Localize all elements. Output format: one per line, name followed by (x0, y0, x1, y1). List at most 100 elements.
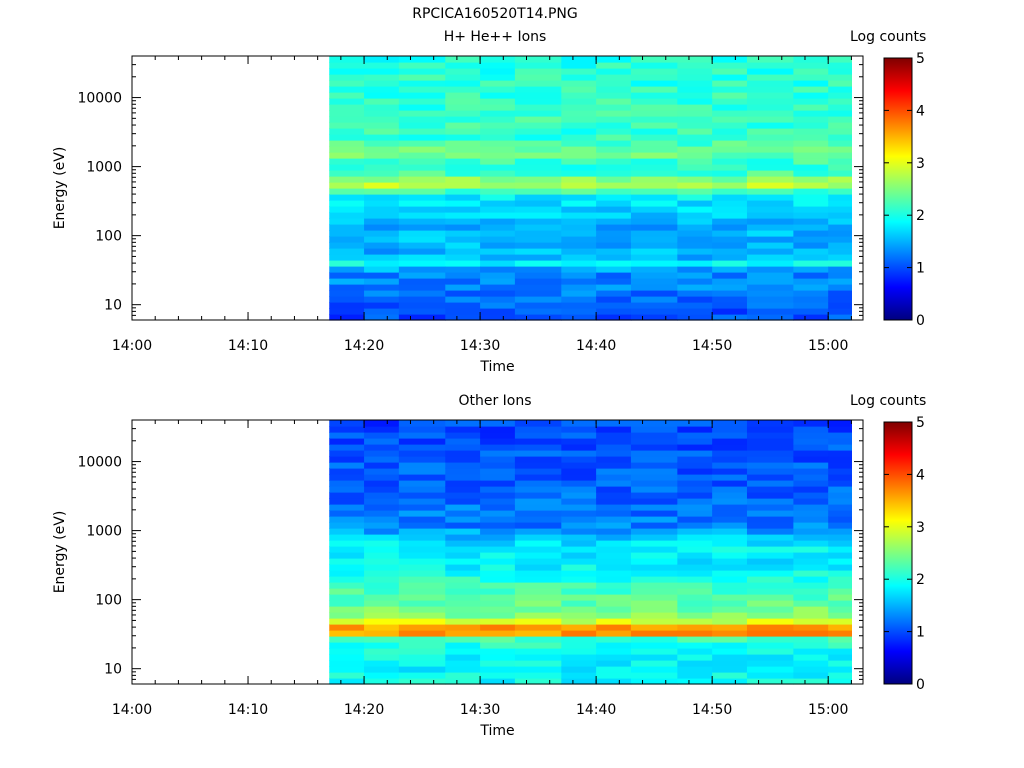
heatmap-cell (329, 68, 365, 75)
heatmap-cell (329, 564, 365, 571)
heatmap-cell (712, 648, 748, 655)
heatmap-cell (445, 104, 481, 111)
heatmap-cell (677, 666, 713, 673)
heatmap-cell (596, 528, 632, 535)
heatmap-cell (561, 140, 597, 147)
heatmap-cell (712, 224, 748, 231)
heatmap-cell (828, 618, 852, 625)
heatmap-cell (561, 576, 597, 583)
heatmap-cell (445, 266, 481, 273)
y-tick-label: 10 (104, 662, 122, 678)
heatmap-cell (746, 564, 794, 571)
heatmap-cell (364, 468, 400, 475)
heatmap-cell (630, 540, 678, 547)
heatmap-cell (746, 248, 794, 255)
heatmap-cell (596, 504, 632, 511)
heatmap-cell (561, 672, 597, 679)
heatmap-cell (561, 534, 597, 541)
heatmap-cell (596, 636, 632, 643)
heatmap-cell (712, 528, 748, 535)
heatmap-cell (596, 660, 632, 667)
heatmap-cell (561, 134, 597, 141)
heatmap-cell (746, 128, 794, 135)
heatmap-cell (596, 290, 632, 297)
heatmap-cell (596, 62, 632, 69)
heatmap-cell (596, 86, 632, 93)
heatmap-cell (445, 158, 481, 165)
heatmap-cell (514, 582, 562, 589)
colorbar-tick-label: 3 (916, 156, 925, 172)
heatmap-cell (561, 254, 597, 261)
heatmap-cell (398, 260, 446, 267)
heatmap-cell (514, 116, 562, 123)
heatmap-cell (364, 660, 400, 667)
heatmap-cell (630, 642, 678, 649)
heatmap-cell (480, 462, 516, 469)
heatmap-cell (596, 642, 632, 649)
heatmap-cell (793, 432, 829, 439)
heatmap-cell (329, 660, 365, 667)
heatmap-cell (630, 110, 678, 117)
heatmap-cell (630, 212, 678, 219)
heatmap-cell (793, 86, 829, 93)
heatmap-cell (712, 618, 748, 625)
heatmap-cell (329, 152, 365, 159)
heatmap-cell (364, 492, 400, 499)
heatmap-cell (712, 600, 748, 607)
heatmap-cell (445, 62, 481, 69)
heatmap-cell (445, 468, 481, 475)
panel-2-colorbar-label: Log counts (850, 393, 927, 409)
heatmap-cell (746, 290, 794, 297)
heatmap-cell (364, 648, 400, 655)
heatmap-cell (561, 224, 597, 231)
heatmap-cell (793, 260, 829, 267)
heatmap-cell (480, 468, 516, 475)
heatmap-cell (828, 624, 852, 631)
heatmap-cell (329, 164, 365, 171)
heatmap-cell (329, 224, 365, 231)
heatmap-cell (630, 486, 678, 493)
heatmap-cell (828, 188, 852, 195)
heatmap-cell (329, 242, 365, 249)
heatmap-cell (398, 552, 446, 559)
heatmap-cell (793, 158, 829, 165)
heatmap-cell (561, 558, 597, 565)
heatmap-cell (596, 618, 632, 625)
heatmap-cell (712, 654, 748, 661)
heatmap-cell (364, 152, 400, 159)
heatmap-cell (677, 182, 713, 189)
heatmap-cell (480, 110, 516, 117)
heatmap-cell (712, 284, 748, 291)
heatmap-cell (364, 74, 400, 81)
x-tick-label: 14:10 (228, 702, 268, 718)
heatmap-cell (630, 552, 678, 559)
heatmap-cell (596, 260, 632, 267)
heatmap-cell (746, 74, 794, 81)
heatmap-cell (712, 200, 748, 207)
heatmap-cell (712, 158, 748, 165)
heatmap-cell (514, 546, 562, 553)
heatmap-cell (630, 224, 678, 231)
heatmap-cell (445, 450, 481, 457)
heatmap-cell (793, 74, 829, 81)
heatmap-cell (630, 468, 678, 475)
heatmap-cell (561, 206, 597, 213)
heatmap-cell (793, 534, 829, 541)
heatmap-cell (445, 678, 481, 685)
heatmap-cell (712, 302, 748, 309)
heatmap-cell (514, 534, 562, 541)
heatmap-cell (561, 432, 597, 439)
heatmap-cell (364, 182, 400, 189)
heatmap-cell (561, 236, 597, 243)
heatmap-cell (561, 606, 597, 613)
heatmap-cell (561, 56, 597, 63)
heatmap-cell (746, 492, 794, 499)
heatmap-cell (630, 116, 678, 123)
heatmap-cell (677, 678, 713, 685)
heatmap-cell (480, 140, 516, 147)
heatmap-cell (828, 606, 852, 613)
heatmap-cell (746, 468, 794, 475)
heatmap-cell (329, 420, 365, 427)
heatmap-cell (480, 528, 516, 535)
heatmap-cell (677, 206, 713, 213)
